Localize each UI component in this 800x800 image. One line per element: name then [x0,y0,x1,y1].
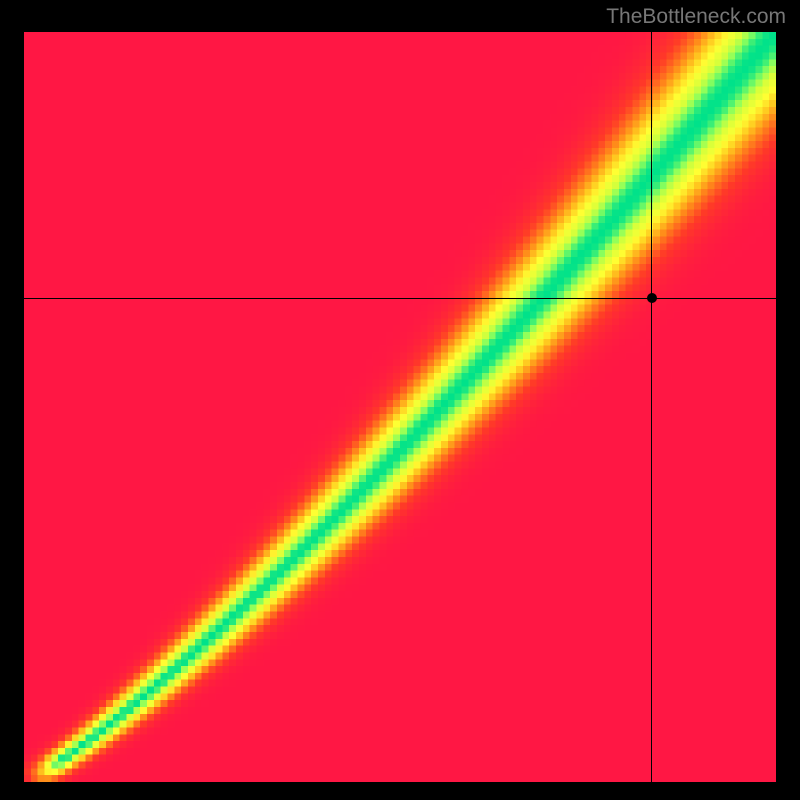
crosshair-horizontal [24,298,776,299]
crosshair-vertical [651,32,652,782]
plot-area [24,32,776,782]
heatmap-canvas [24,32,776,782]
watermark-text: TheBottleneck.com [606,5,786,29]
chart-container: { "type": "heatmap", "source_watermark":… [0,0,800,800]
